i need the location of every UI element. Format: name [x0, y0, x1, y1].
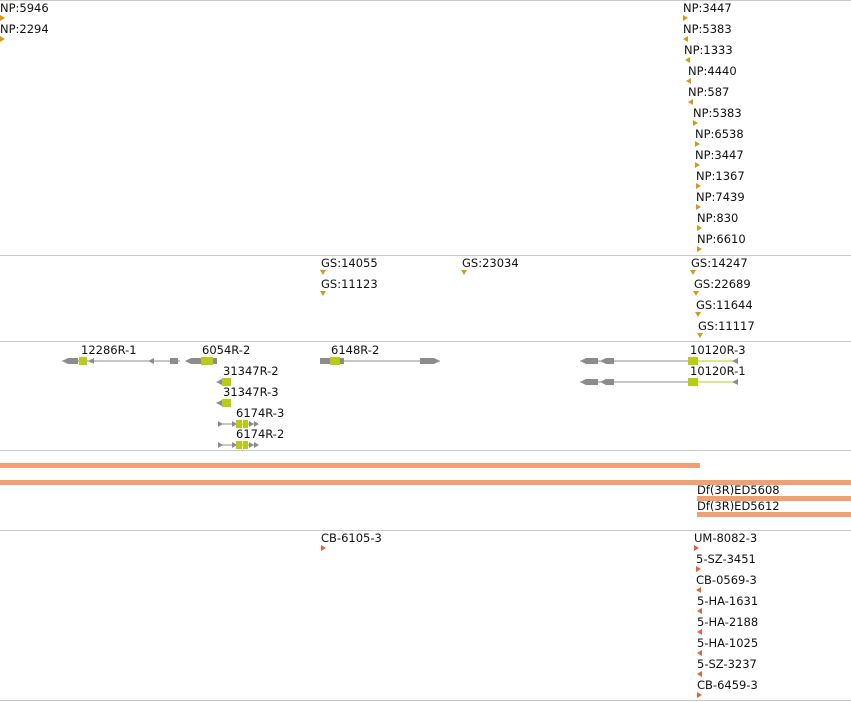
- transcript-10120r-1[interactable]: [580, 378, 738, 386]
- np-marker[interactable]: [685, 57, 690, 63]
- np-label[interactable]: NP:2294: [0, 22, 49, 36]
- transcript-label[interactable]: 6148R-2: [331, 343, 380, 357]
- gs-marker[interactable]: [320, 291, 326, 296]
- gs-marker[interactable]: [695, 312, 701, 317]
- np-label[interactable]: NP:830: [697, 211, 739, 225]
- transcript-label[interactable]: 10120R-1: [690, 364, 746, 378]
- insertion-label[interactable]: 5-HA-1631: [697, 594, 759, 608]
- insertion-marker[interactable]: [697, 692, 702, 698]
- np-marker[interactable]: [696, 183, 701, 189]
- np-label[interactable]: NP:3447: [683, 1, 732, 15]
- gs-label[interactable]: GS:11117: [698, 319, 755, 333]
- transcript-label[interactable]: 12286R-1: [81, 343, 137, 357]
- transcript-10120r-3[interactable]: [580, 357, 738, 365]
- deficiency-label[interactable]: Df(3R)ED5612: [697, 499, 780, 513]
- gs-label[interactable]: GS:11644: [696, 298, 753, 312]
- gs-label[interactable]: GS:14247: [691, 256, 748, 270]
- gs-marker[interactable]: [461, 270, 467, 275]
- np-label[interactable]: NP:5383: [693, 106, 742, 120]
- track-divider-gs-transcripts: [0, 341, 851, 342]
- gs-marker[interactable]: [690, 270, 696, 275]
- transcript-label[interactable]: 10120R-3: [690, 343, 746, 357]
- insertion-marker[interactable]: [696, 587, 701, 593]
- deficiency-bar[interactable]: [0, 463, 700, 468]
- np-label[interactable]: NP:4440: [688, 64, 737, 78]
- track-divider-bottom: [0, 700, 851, 701]
- insertion-marker[interactable]: [697, 608, 702, 614]
- transcript-label[interactable]: 31347R-2: [223, 364, 279, 378]
- transcript-label[interactable]: 6054R-2: [202, 343, 251, 357]
- gs-label[interactable]: GS:23034: [462, 256, 519, 270]
- insertion-label[interactable]: 5-HA-1025: [697, 636, 759, 650]
- transcript-12286r-1[interactable]: [62, 357, 180, 365]
- np-marker[interactable]: [688, 99, 693, 105]
- np-label[interactable]: NP:587: [688, 85, 730, 99]
- np-marker[interactable]: [697, 246, 702, 252]
- np-label[interactable]: NP:7439: [696, 190, 745, 204]
- insertion-marker[interactable]: [697, 629, 702, 635]
- np-marker[interactable]: [0, 36, 5, 42]
- insertion-label[interactable]: CB-6105-3: [321, 531, 382, 545]
- insertion-label[interactable]: 5-SZ-3237: [697, 657, 757, 671]
- insertion-marker[interactable]: [697, 671, 702, 677]
- transcript-6148r-2[interactable]: [320, 357, 440, 365]
- track-divider-top: [0, 0, 851, 1]
- np-label[interactable]: NP:6610: [697, 232, 746, 246]
- insertion-label[interactable]: UM-8082-3: [694, 531, 758, 545]
- gs-label[interactable]: GS:14055: [321, 256, 378, 270]
- track-divider-transcripts-deficiency: [0, 450, 851, 451]
- np-marker[interactable]: [695, 141, 700, 147]
- deficiency-bar[interactable]: [697, 512, 851, 517]
- np-marker[interactable]: [683, 36, 688, 42]
- gs-marker[interactable]: [693, 291, 699, 296]
- np-marker[interactable]: [686, 78, 691, 84]
- np-marker[interactable]: [0, 15, 5, 21]
- np-label[interactable]: NP:1333: [684, 43, 733, 57]
- transcript-6174r-2[interactable]: [218, 441, 259, 449]
- transcript-label[interactable]: 31347R-3: [223, 385, 279, 399]
- insertion-marker[interactable]: [697, 650, 702, 656]
- gs-label[interactable]: GS:22689: [694, 277, 751, 291]
- insertion-marker[interactable]: [321, 545, 326, 551]
- np-marker[interactable]: [696, 204, 701, 210]
- np-label[interactable]: NP:6538: [695, 127, 744, 141]
- gs-marker[interactable]: [320, 270, 326, 275]
- track-divider-np-gs: [0, 255, 851, 256]
- transcript-6174r-3[interactable]: [218, 420, 259, 428]
- gs-marker[interactable]: [697, 333, 703, 338]
- insertion-label[interactable]: 5-SZ-3451: [696, 552, 756, 566]
- insertion-label[interactable]: CB-6459-3: [697, 678, 758, 692]
- track-divider-deficiency-insertions: [0, 530, 851, 531]
- np-label[interactable]: NP:5383: [683, 22, 732, 36]
- transcript-31347r-2[interactable]: [216, 378, 231, 386]
- deficiency-bar[interactable]: [697, 496, 851, 501]
- transcript-6054r-2[interactable]: [185, 357, 217, 365]
- deficiency-bar[interactable]: [0, 480, 851, 485]
- gs-label[interactable]: GS:11123: [321, 277, 378, 291]
- transcript-label[interactable]: 6174R-3: [236, 406, 285, 420]
- insertion-label[interactable]: CB-0569-3: [696, 573, 757, 587]
- np-marker[interactable]: [683, 15, 688, 21]
- transcript-label[interactable]: 6174R-2: [236, 427, 285, 441]
- insertion-marker[interactable]: [694, 545, 699, 551]
- insertion-label[interactable]: 5-HA-2188: [697, 615, 759, 629]
- transcript-31347r-3[interactable]: [216, 399, 231, 407]
- np-label[interactable]: NP:3447: [695, 148, 744, 162]
- np-marker[interactable]: [695, 162, 700, 168]
- np-marker[interactable]: [693, 120, 698, 126]
- np-marker[interactable]: [697, 225, 702, 231]
- np-label[interactable]: NP:5946: [0, 1, 49, 15]
- np-label[interactable]: NP:1367: [696, 169, 745, 183]
- deficiency-label[interactable]: Df(3R)ED5608: [697, 483, 780, 497]
- insertion-marker[interactable]: [696, 566, 701, 572]
